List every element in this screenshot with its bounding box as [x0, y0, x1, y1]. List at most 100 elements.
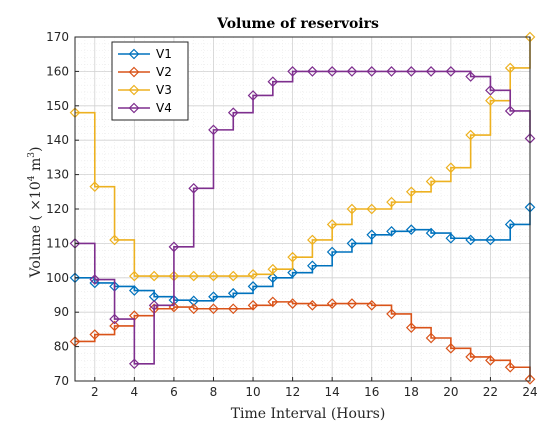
- data-point: [366, 203, 378, 215]
- y-tick-label: 100: [46, 271, 69, 285]
- y-tick-label: 110: [46, 236, 69, 250]
- y-axis-title-sup: 4: [27, 175, 37, 181]
- data-point: [247, 281, 259, 292]
- data-point: [188, 295, 200, 307]
- series-layer: [69, 31, 536, 385]
- x-tick-label: 10: [245, 385, 260, 399]
- legend-label: V2: [156, 65, 172, 79]
- data-point: [227, 270, 239, 282]
- data-point: [465, 351, 477, 363]
- x-tick-label: 14: [325, 385, 340, 399]
- data-point: [89, 329, 101, 340]
- y-tick-label: 120: [46, 202, 69, 216]
- data-point: [445, 342, 457, 354]
- y-tick-label: 90: [54, 305, 69, 319]
- x-tick-label: 24: [522, 385, 537, 399]
- data-point: [366, 299, 378, 311]
- data-point: [128, 358, 140, 370]
- data-point: [247, 269, 259, 280]
- y-tick-label: 130: [46, 168, 69, 182]
- y-axis-title: Volume ( ×104 m3): [27, 147, 44, 279]
- data-point: [366, 66, 378, 77]
- data-point: [504, 361, 516, 373]
- data-point: [405, 186, 417, 198]
- data-point: [109, 234, 120, 246]
- y-axis-title-main: Volume ( ×10: [28, 181, 44, 278]
- series-v1: [69, 201, 536, 307]
- data-point: [445, 232, 457, 244]
- data-point: [109, 313, 120, 325]
- legend-item-v2: V2: [118, 65, 172, 79]
- x-tick-label: 12: [285, 385, 300, 399]
- data-point: [128, 270, 140, 282]
- data-point: [208, 291, 219, 303]
- data-point: [208, 270, 219, 282]
- x-tick-label: 18: [404, 385, 419, 399]
- x-tick-label: 6: [170, 385, 178, 399]
- data-point: [188, 183, 200, 194]
- data-point: [485, 84, 496, 96]
- series-line-v3: [75, 37, 531, 277]
- data-point: [425, 332, 437, 344]
- data-point: [504, 219, 516, 230]
- data-point: [425, 66, 437, 77]
- x-axis: 2 4 6 8 10 12 14 16 18 20 22 24: [91, 377, 538, 399]
- data-point: [287, 267, 298, 278]
- series-v4: [69, 66, 536, 370]
- data-point: [247, 299, 259, 311]
- y-tick-label: 150: [46, 99, 69, 113]
- data-point: [89, 274, 101, 285]
- legend-label: V3: [156, 83, 172, 97]
- data-point: [465, 129, 477, 141]
- data-point: [485, 95, 496, 106]
- x-tick-label: 22: [483, 385, 498, 399]
- legend-marker: [128, 102, 140, 114]
- data-point: [425, 227, 437, 239]
- series-line-v4: [75, 70, 531, 365]
- y-tick-label: 160: [46, 64, 69, 78]
- data-point: [247, 90, 259, 101]
- data-point: [485, 355, 496, 366]
- x-tick-label: 2: [91, 385, 99, 399]
- data-point: [346, 238, 358, 249]
- legend-marker: [128, 48, 140, 60]
- data-point: [326, 246, 338, 258]
- data-point: [188, 303, 200, 315]
- y-axis-title-sup2: 3: [27, 152, 37, 158]
- data-point: [208, 124, 219, 136]
- legend-label: V4: [156, 101, 172, 115]
- data-point: [307, 260, 318, 272]
- data-point: [524, 373, 536, 385]
- data-point: [89, 181, 101, 192]
- series-v3: [69, 31, 536, 282]
- x-tick-label: 20: [443, 385, 458, 399]
- data-point: [326, 66, 338, 77]
- y-tick-label: 140: [46, 133, 69, 147]
- data-point: [168, 241, 180, 253]
- data-point: [465, 71, 477, 82]
- chart-title: Volume of reservoirs: [216, 16, 379, 32]
- legend-box: [111, 41, 189, 121]
- data-point: [366, 229, 378, 241]
- data-point: [227, 107, 239, 119]
- legend: V1 V2 V3 V4: [111, 41, 189, 121]
- x-axis-title: Time Interval (Hours): [231, 406, 386, 422]
- data-point: [386, 196, 397, 208]
- data-point: [148, 299, 160, 311]
- data-point: [307, 66, 318, 77]
- y-axis: 70 80 90 100 110 120 130 140 150 160 170: [46, 30, 79, 388]
- data-point: [504, 62, 516, 74]
- data-point: [287, 251, 298, 263]
- x-tick-label: 4: [131, 385, 139, 399]
- data-point: [307, 299, 318, 311]
- y-axis-title-end: ): [28, 147, 44, 152]
- data-point: [346, 298, 358, 309]
- series-line-v1: [75, 207, 531, 302]
- data-point: [128, 285, 140, 296]
- data-point: [386, 226, 397, 237]
- data-point: [307, 234, 318, 246]
- legend-item-v3: V3: [118, 83, 172, 97]
- data-point: [109, 320, 120, 332]
- legend-marker: [128, 84, 140, 96]
